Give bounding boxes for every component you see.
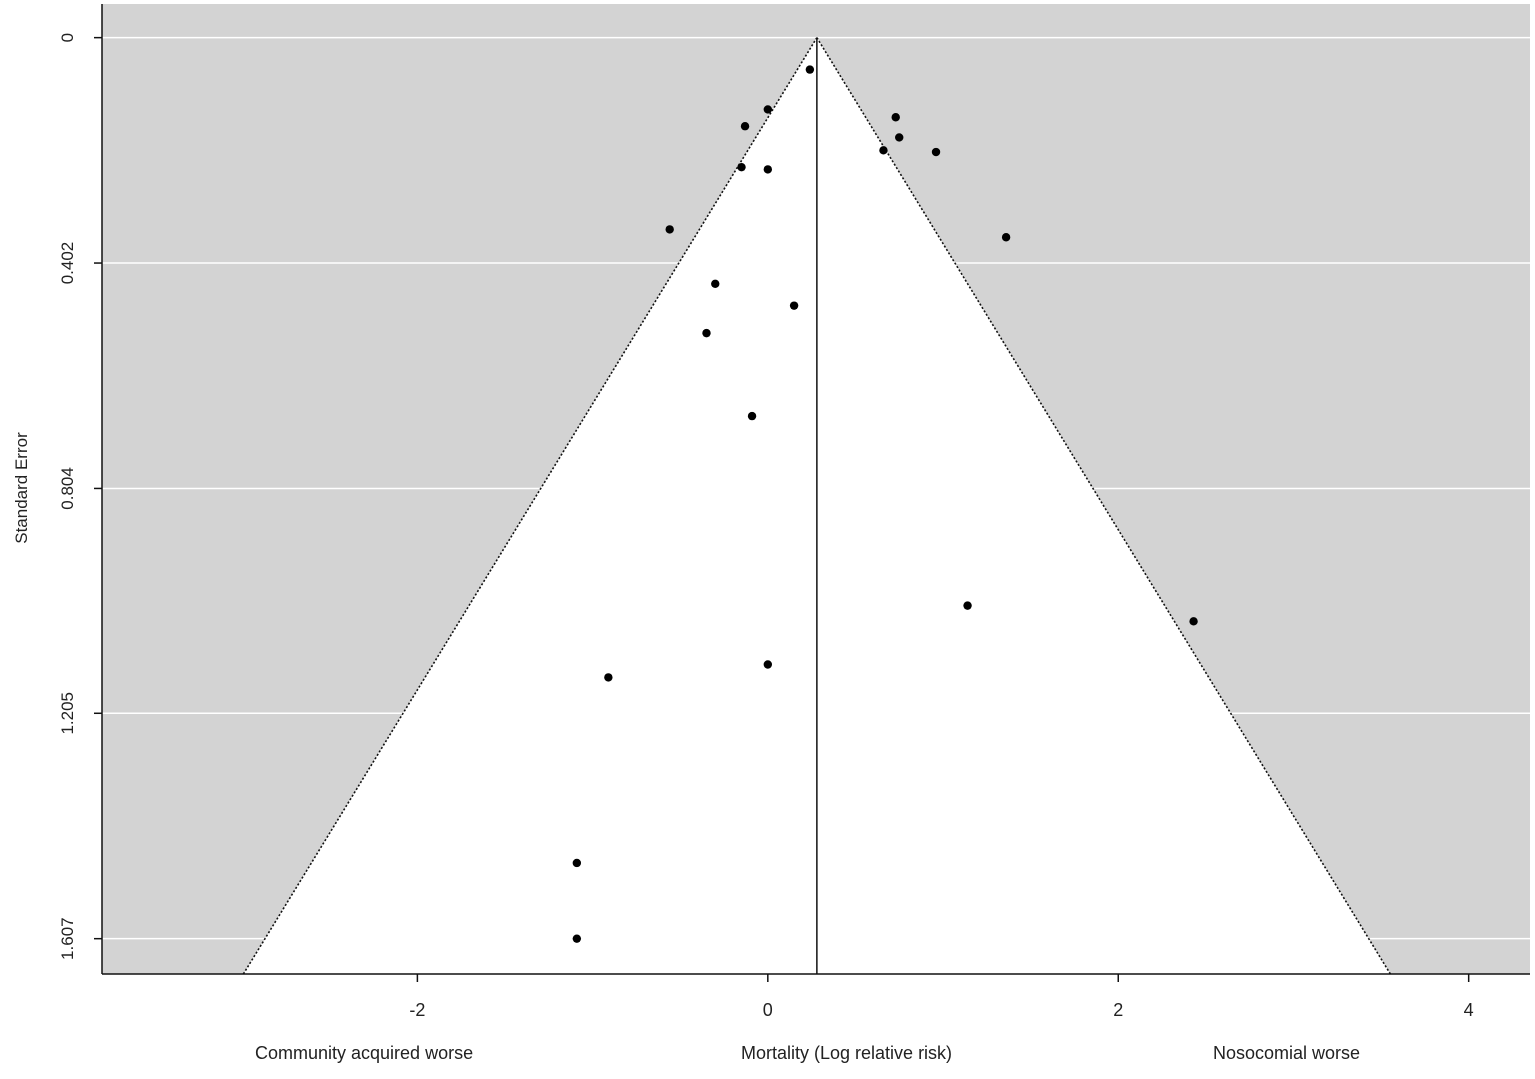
x-tick-label-2: 2 <box>1113 1000 1123 1020</box>
x-tick-label-1: 0 <box>763 1000 773 1020</box>
data-point-1 <box>763 105 773 114</box>
y-tick-label-3: 1.205 <box>58 692 77 735</box>
funnel-right-boundary <box>816 37 1392 975</box>
funnel-left-boundary <box>242 37 818 975</box>
data-point-7 <box>737 162 746 172</box>
y-tick-label-0: 0 <box>58 33 77 42</box>
data-point-13 <box>702 328 711 338</box>
y-tick-label-1: 0.402 <box>58 242 77 285</box>
y-tick-label-2: 0.804 <box>58 467 77 510</box>
y-tick-label-4: 1.607 <box>58 917 77 960</box>
x-axis-label: Mortality (Log relative risk) <box>741 1043 953 1063</box>
data-point-10 <box>1001 233 1011 242</box>
data-point-8 <box>763 165 773 174</box>
data-point-17 <box>763 660 773 669</box>
data-point-18 <box>604 673 613 682</box>
data-point-4 <box>895 133 904 142</box>
x-tick-label-3: 4 <box>1464 1000 1474 1020</box>
data-point-16 <box>1189 617 1198 626</box>
x-tick-label-0: -2 <box>409 1000 425 1020</box>
data-point-11 <box>711 279 720 288</box>
data-point-0 <box>805 65 815 74</box>
y-axis-label: Standard Error <box>12 432 31 544</box>
data-point-20 <box>572 934 582 943</box>
annotation-community-acquired-worse: Community acquired worse <box>255 1043 474 1063</box>
annotation-nosocomial-worse: Nosocomial worse <box>1213 1043 1361 1063</box>
data-point-5 <box>879 146 888 155</box>
data-point-2 <box>740 122 750 131</box>
data-point-12 <box>789 301 799 310</box>
data-point-3 <box>891 113 900 122</box>
data-point-19 <box>572 858 582 868</box>
data-point-14 <box>747 411 757 421</box>
data-point-9 <box>665 225 674 234</box>
data-point-6 <box>931 147 941 157</box>
data-point-15 <box>963 601 972 610</box>
